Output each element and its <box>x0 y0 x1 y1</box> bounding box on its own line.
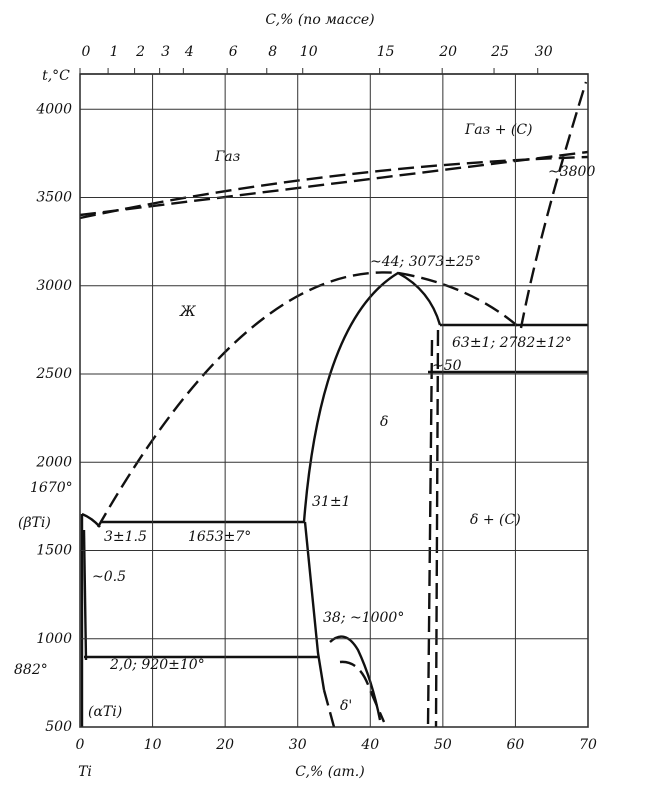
x-tick-label: 70 <box>579 737 597 753</box>
x-tick-label: 30 <box>289 737 307 753</box>
x-tick-label: 0 <box>76 737 85 753</box>
annotation: 2,0; 920±10° <box>109 657 205 673</box>
origin-label: Ti <box>78 764 92 780</box>
y-tick-label: 1500 <box>36 543 72 559</box>
plot-frame <box>79 73 589 728</box>
annotation: 882° <box>14 662 48 678</box>
annotation: 31±1 <box>312 494 350 510</box>
y-tick-label: 2500 <box>35 366 72 382</box>
beta-liquid <box>81 512 101 528</box>
annotation: ~44; 3073±25° <box>370 254 481 270</box>
annotation: ~50 <box>432 358 462 374</box>
top-tick-label: 8 <box>268 44 277 60</box>
top-tick-label: 2 <box>135 44 145 60</box>
x-tick-label: 40 <box>360 737 379 753</box>
x-tick-label: 20 <box>215 737 234 753</box>
x-tick-label: 60 <box>507 737 525 753</box>
annotation: ~0.5 <box>92 569 126 585</box>
annotation: δ <box>380 414 388 430</box>
gas-line-upper <box>79 150 589 217</box>
top-tick-label: 15 <box>377 44 395 60</box>
top-tick-label: 0 <box>82 44 91 60</box>
annotation: Ж <box>179 304 197 320</box>
annotation: 3±1.5 <box>104 529 147 545</box>
delta-prime-upper <box>329 635 382 721</box>
annotation: (αTi) <box>88 704 122 720</box>
x-tick-label: 10 <box>144 737 162 753</box>
annotation: δ + (С) <box>470 512 521 528</box>
annotation: 1670° <box>30 480 73 496</box>
annotation: 38; ~1000° <box>323 610 404 626</box>
top-tick-label: 6 <box>229 44 238 60</box>
annotation: (βTi) <box>18 515 51 531</box>
gas-line-lower <box>79 155 589 220</box>
bottom-axis-label: C,% (ат.) <box>295 764 364 780</box>
annotation: Газ + (С) <box>464 122 533 138</box>
delta-right-1 <box>426 339 434 728</box>
annotation: 63±1; 2782±12° <box>452 335 572 351</box>
delta-prime-lower <box>339 660 386 723</box>
annotation: 1653±7° <box>188 529 251 545</box>
delta-solidus <box>302 271 442 523</box>
delta-right-2 <box>434 329 440 728</box>
annotation: Газ <box>214 149 240 165</box>
top-tick-label: 25 <box>490 44 509 60</box>
annotation: ~3800 <box>548 164 595 180</box>
x-tick-label: 50 <box>434 737 452 753</box>
delta-solvus-low <box>322 689 336 728</box>
top-tick-label: 20 <box>438 44 457 60</box>
annotation: δ' <box>340 698 352 714</box>
top-tick-label: 1 <box>110 44 119 60</box>
y-tick-label: 500 <box>45 719 72 735</box>
y-tick-label: 1000 <box>36 631 72 647</box>
top-axis-label: C,% (по массе) <box>265 12 374 28</box>
y-tick-label: 2000 <box>35 454 72 470</box>
top-tick-label: 4 <box>184 44 194 60</box>
delta-solvus <box>303 521 326 691</box>
beta-solvus <box>82 529 88 661</box>
y-axis-label: t,°C <box>42 68 70 84</box>
y-tick-label: 3500 <box>36 190 72 206</box>
gas-carbon-boundary <box>519 81 588 329</box>
liquidus <box>96 271 521 528</box>
y-tick-label: 3000 <box>36 278 72 294</box>
top-tick-label: 30 <box>535 44 553 60</box>
top-tick-label: 3 <box>161 44 170 60</box>
top-tick-label: 10 <box>300 44 318 60</box>
y-tick-label: 4000 <box>35 101 72 117</box>
